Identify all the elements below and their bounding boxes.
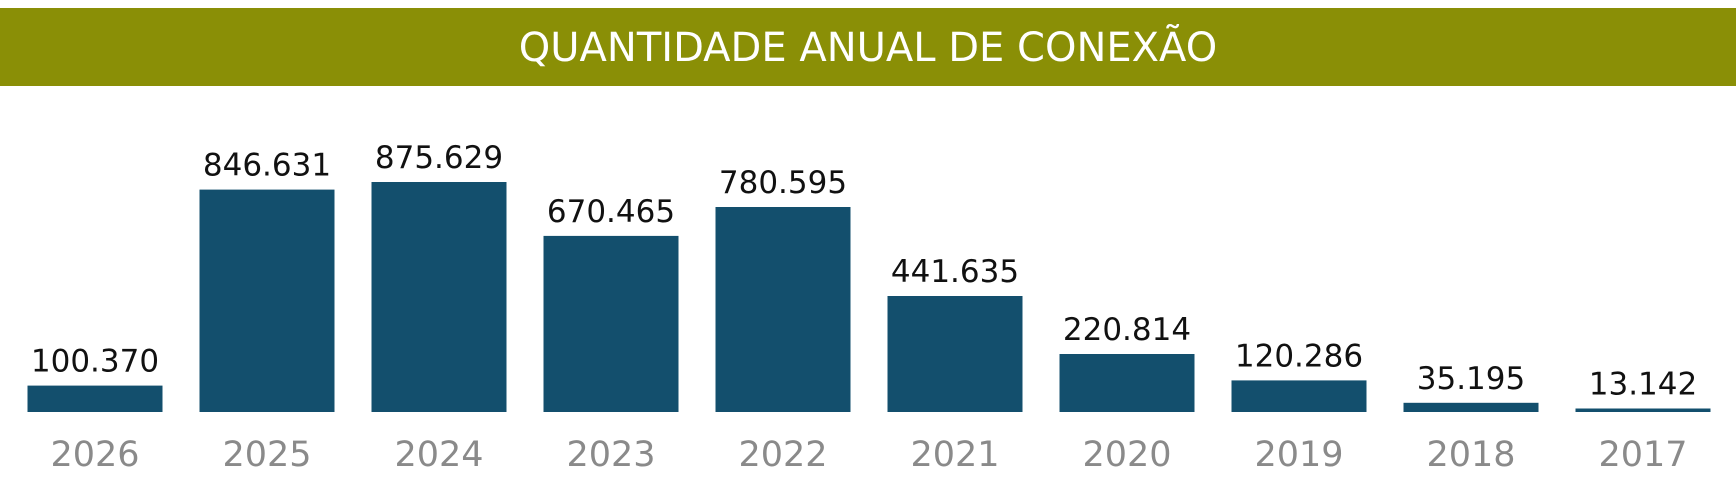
value-label-2018: 35.195 [1417,361,1525,397]
value-label-2022: 780.595 [719,165,847,201]
year-label-2018: 2018 [1426,435,1515,475]
value-label-2021: 441.635 [891,254,1019,290]
year-label-2017: 2017 [1598,435,1687,475]
chart-title-bar: QUANTIDADE ANUAL DE CONEXÃO [0,8,1736,86]
bar-2018 [1403,402,1539,412]
bar-2026 [27,385,163,412]
year-label-2019: 2019 [1254,435,1343,475]
year-label-2020: 2020 [1082,435,1171,475]
year-label-2022: 2022 [738,435,827,475]
bar-2017 [1575,408,1711,412]
bar-2024 [371,182,507,412]
year-label-2026: 2026 [50,435,139,475]
chart-title: QUANTIDADE ANUAL DE CONEXÃO [518,25,1218,71]
value-label-2026: 100.370 [31,344,159,380]
value-label-2025: 846.631 [203,148,331,184]
value-label-2017: 13.142 [1589,367,1697,403]
value-label-2019: 120.286 [1235,338,1363,374]
value-label-2024: 875.629 [375,140,503,176]
bar-2025 [199,189,335,412]
bar-2022 [715,207,851,412]
year-label-2023: 2023 [566,435,655,475]
year-label-2024: 2024 [394,435,483,475]
bar-2021 [887,296,1023,412]
bar-2020 [1059,354,1195,412]
bar-2019 [1231,380,1367,412]
year-label-2025: 2025 [222,435,311,475]
value-label-2020: 220.814 [1063,312,1191,348]
year-label-2021: 2021 [910,435,999,475]
value-label-2023: 670.465 [547,194,675,230]
bar-2023 [543,235,679,412]
